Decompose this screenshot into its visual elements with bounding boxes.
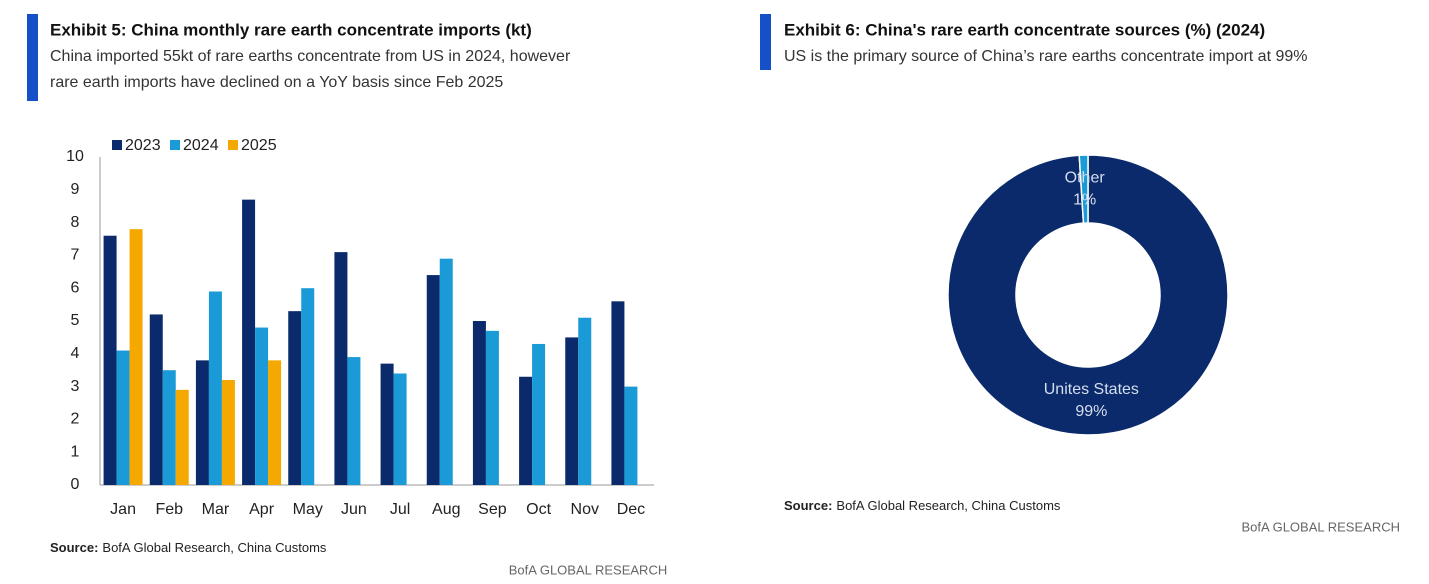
y-tick-label: 6	[71, 279, 80, 296]
x-tick-label: Dec	[617, 501, 645, 518]
y-tick-label: 1	[71, 443, 80, 460]
x-tick-label: Nov	[571, 501, 599, 518]
y-tick-label: 7	[71, 247, 80, 264]
slice-value: 99%	[1075, 403, 1107, 420]
bar	[624, 386, 638, 485]
bar	[103, 235, 117, 485]
y-tick-label: 10	[66, 148, 84, 165]
y-tick-label: 5	[71, 312, 80, 329]
bar	[532, 343, 546, 485]
source: Source: BofA Global Research, China Custo…	[784, 498, 1061, 513]
bar	[149, 314, 163, 485]
source-text: BofA Global Research, China Customs	[836, 498, 1060, 513]
bar	[519, 376, 533, 485]
bar	[175, 389, 189, 485]
slice-value: 1%	[1073, 191, 1096, 208]
bar	[439, 258, 453, 485]
bar	[116, 350, 130, 485]
y-tick-label: 9	[71, 181, 80, 198]
x-tick-label: Apr	[249, 501, 275, 518]
slice-label: Other	[1065, 169, 1106, 186]
bar	[301, 288, 315, 485]
bar	[268, 360, 282, 485]
y-tick-label: 3	[71, 378, 80, 395]
chart-title: Exhibit 5: China monthly rare earth conc…	[50, 20, 532, 39]
bar	[162, 370, 176, 485]
x-tick-label: Jun	[341, 501, 367, 518]
footer: BofA GLOBAL RESEARCH	[509, 562, 667, 577]
bar	[208, 291, 222, 485]
x-tick-label: May	[293, 501, 323, 518]
x-tick-label: Aug	[432, 501, 460, 518]
bar	[426, 275, 440, 485]
bar	[242, 199, 256, 485]
bar	[578, 317, 592, 485]
legend-swatch	[112, 140, 122, 150]
x-tick-label: Oct	[526, 501, 551, 518]
legend-swatch	[228, 140, 238, 150]
bar	[334, 252, 348, 485]
bar	[380, 363, 394, 485]
legend-label: 2024	[183, 137, 219, 154]
legend-swatch	[170, 140, 180, 150]
bar	[472, 321, 486, 485]
bar	[347, 357, 361, 485]
source-label: Source:	[784, 498, 832, 513]
pie-slice	[1078, 154, 1089, 224]
chart-subtitle: US is the primary source of China’s rare…	[784, 48, 1308, 65]
chart-subtitle: rare earth imports have declined on a Yo…	[50, 74, 503, 91]
x-tick-label: Sep	[478, 501, 507, 518]
source-text: BofA Global Research, China Customs	[102, 540, 326, 555]
accent-bar	[27, 14, 38, 101]
source-label: Source:	[50, 540, 98, 555]
pie-slice	[947, 154, 1229, 436]
x-tick-label: Jan	[110, 501, 136, 518]
x-tick-label: Mar	[202, 501, 230, 518]
bar	[195, 360, 209, 485]
slice-label: Unites States	[1044, 381, 1139, 398]
y-tick-label: 8	[71, 214, 80, 231]
chart-subtitle: China imported 55kt of rare earths conce…	[50, 48, 571, 65]
x-tick-label: Jul	[390, 501, 410, 518]
bar	[393, 373, 407, 485]
y-tick-label: 0	[71, 476, 80, 493]
bar	[565, 337, 579, 485]
legend-label: 2025	[241, 137, 277, 154]
bar	[129, 229, 143, 485]
y-tick-label: 4	[71, 345, 80, 362]
bar	[221, 380, 235, 485]
chart-title: Exhibit 6: China's rare earth concentrat…	[784, 20, 1265, 39]
y-tick-label: 2	[71, 411, 80, 428]
legend-label: 2023	[125, 137, 161, 154]
bar	[288, 311, 302, 485]
footer: BofA GLOBAL RESEARCH	[1242, 519, 1400, 534]
x-tick-label: Feb	[155, 501, 183, 518]
accent-bar	[760, 14, 771, 70]
bar	[255, 327, 269, 485]
bar	[485, 330, 499, 485]
bar	[611, 301, 625, 485]
source: Source: BofA Global Research, China Custo…	[50, 540, 327, 555]
